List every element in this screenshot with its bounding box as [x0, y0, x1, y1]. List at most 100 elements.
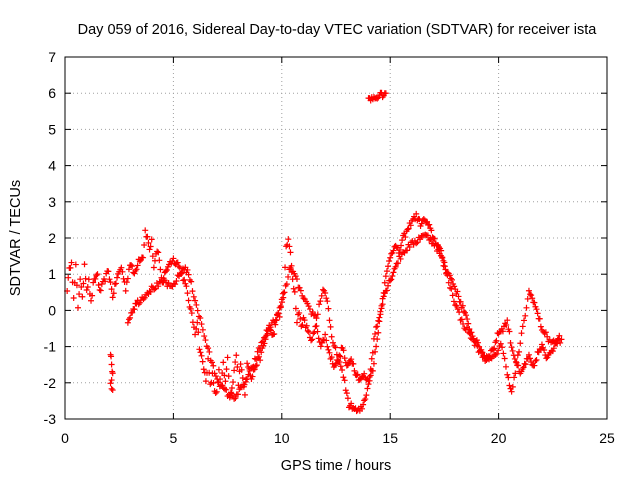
data-point [192, 331, 199, 338]
data-point [97, 287, 104, 294]
data-point [435, 246, 442, 253]
data-point [174, 259, 181, 266]
data-point [378, 305, 385, 312]
data-point [522, 361, 529, 368]
data-point [272, 316, 279, 323]
data-point [165, 280, 172, 287]
data-point [156, 257, 163, 264]
data-point [383, 287, 390, 294]
data-point [313, 322, 320, 329]
data-point [543, 355, 550, 362]
data-point [369, 349, 376, 356]
data-point [200, 366, 207, 373]
data-point [298, 323, 305, 330]
grid-lines [65, 57, 607, 419]
data-point [322, 290, 329, 297]
data-point [262, 333, 269, 340]
data-point [188, 278, 195, 285]
data-point [109, 370, 116, 377]
data-point [370, 360, 377, 367]
data-point [469, 336, 476, 343]
data-point [332, 344, 339, 351]
data-point [511, 374, 518, 381]
data-point [463, 312, 470, 319]
data-point [141, 241, 148, 248]
data-point [249, 373, 256, 380]
data-point [460, 320, 467, 327]
data-point [244, 375, 251, 382]
data-point [404, 247, 411, 254]
data-point [184, 266, 191, 273]
data-point [392, 263, 399, 270]
data-point [318, 292, 325, 299]
data-point [149, 253, 156, 260]
data-point [455, 293, 462, 300]
data-point [525, 287, 532, 294]
data-point [283, 281, 290, 288]
data-point [375, 329, 382, 336]
data-point [348, 356, 355, 363]
data-point [106, 276, 113, 283]
data-point [386, 258, 393, 265]
data-point [107, 380, 114, 387]
data-point [146, 288, 153, 295]
data-point [173, 277, 180, 284]
data-point [511, 355, 518, 362]
data-point [155, 283, 162, 290]
data-point [399, 237, 406, 244]
data-point [362, 396, 369, 403]
data-point [193, 301, 200, 308]
data-point [96, 286, 103, 293]
data-point [501, 355, 508, 362]
data-point [201, 333, 208, 340]
data-point [326, 317, 333, 324]
data-point [232, 359, 239, 366]
data-point [251, 355, 258, 362]
data-point [122, 287, 129, 294]
data-point [147, 243, 154, 250]
data-point [531, 362, 538, 369]
data-point [145, 239, 152, 246]
data-point [366, 373, 373, 380]
data-point [458, 316, 465, 323]
data-point [234, 364, 241, 371]
data-point [110, 290, 117, 297]
data-point [328, 354, 335, 361]
data-point [509, 383, 516, 390]
data-point [448, 276, 455, 283]
data-point [404, 226, 411, 233]
data-point [134, 262, 141, 269]
y-tick-label: -1 [44, 339, 57, 355]
data-point [342, 387, 349, 394]
data-point [163, 267, 170, 274]
data-point [413, 240, 420, 247]
data-point [505, 374, 512, 381]
data-point [261, 334, 268, 341]
data-point [363, 392, 370, 399]
data-point [212, 373, 219, 380]
data-point [508, 388, 515, 395]
data-point [353, 372, 360, 379]
data-point [285, 236, 292, 243]
data-point [291, 288, 298, 295]
data-point [343, 390, 350, 397]
data-point [492, 351, 499, 358]
data-point [310, 330, 317, 337]
data-point [388, 276, 395, 283]
data-point [249, 364, 256, 371]
data-point [146, 246, 153, 253]
data-point [197, 315, 204, 322]
data-point [336, 359, 343, 366]
data-point [387, 254, 394, 261]
data-point [454, 288, 461, 295]
data-point [131, 306, 138, 313]
data-point [267, 324, 274, 331]
data-point [213, 388, 220, 395]
data-point [263, 327, 270, 334]
data-point [522, 312, 529, 319]
data-point [377, 311, 384, 318]
data-point [205, 345, 212, 352]
y-tick-label: -2 [44, 375, 57, 391]
data-point [456, 309, 463, 316]
data-point [81, 261, 88, 268]
